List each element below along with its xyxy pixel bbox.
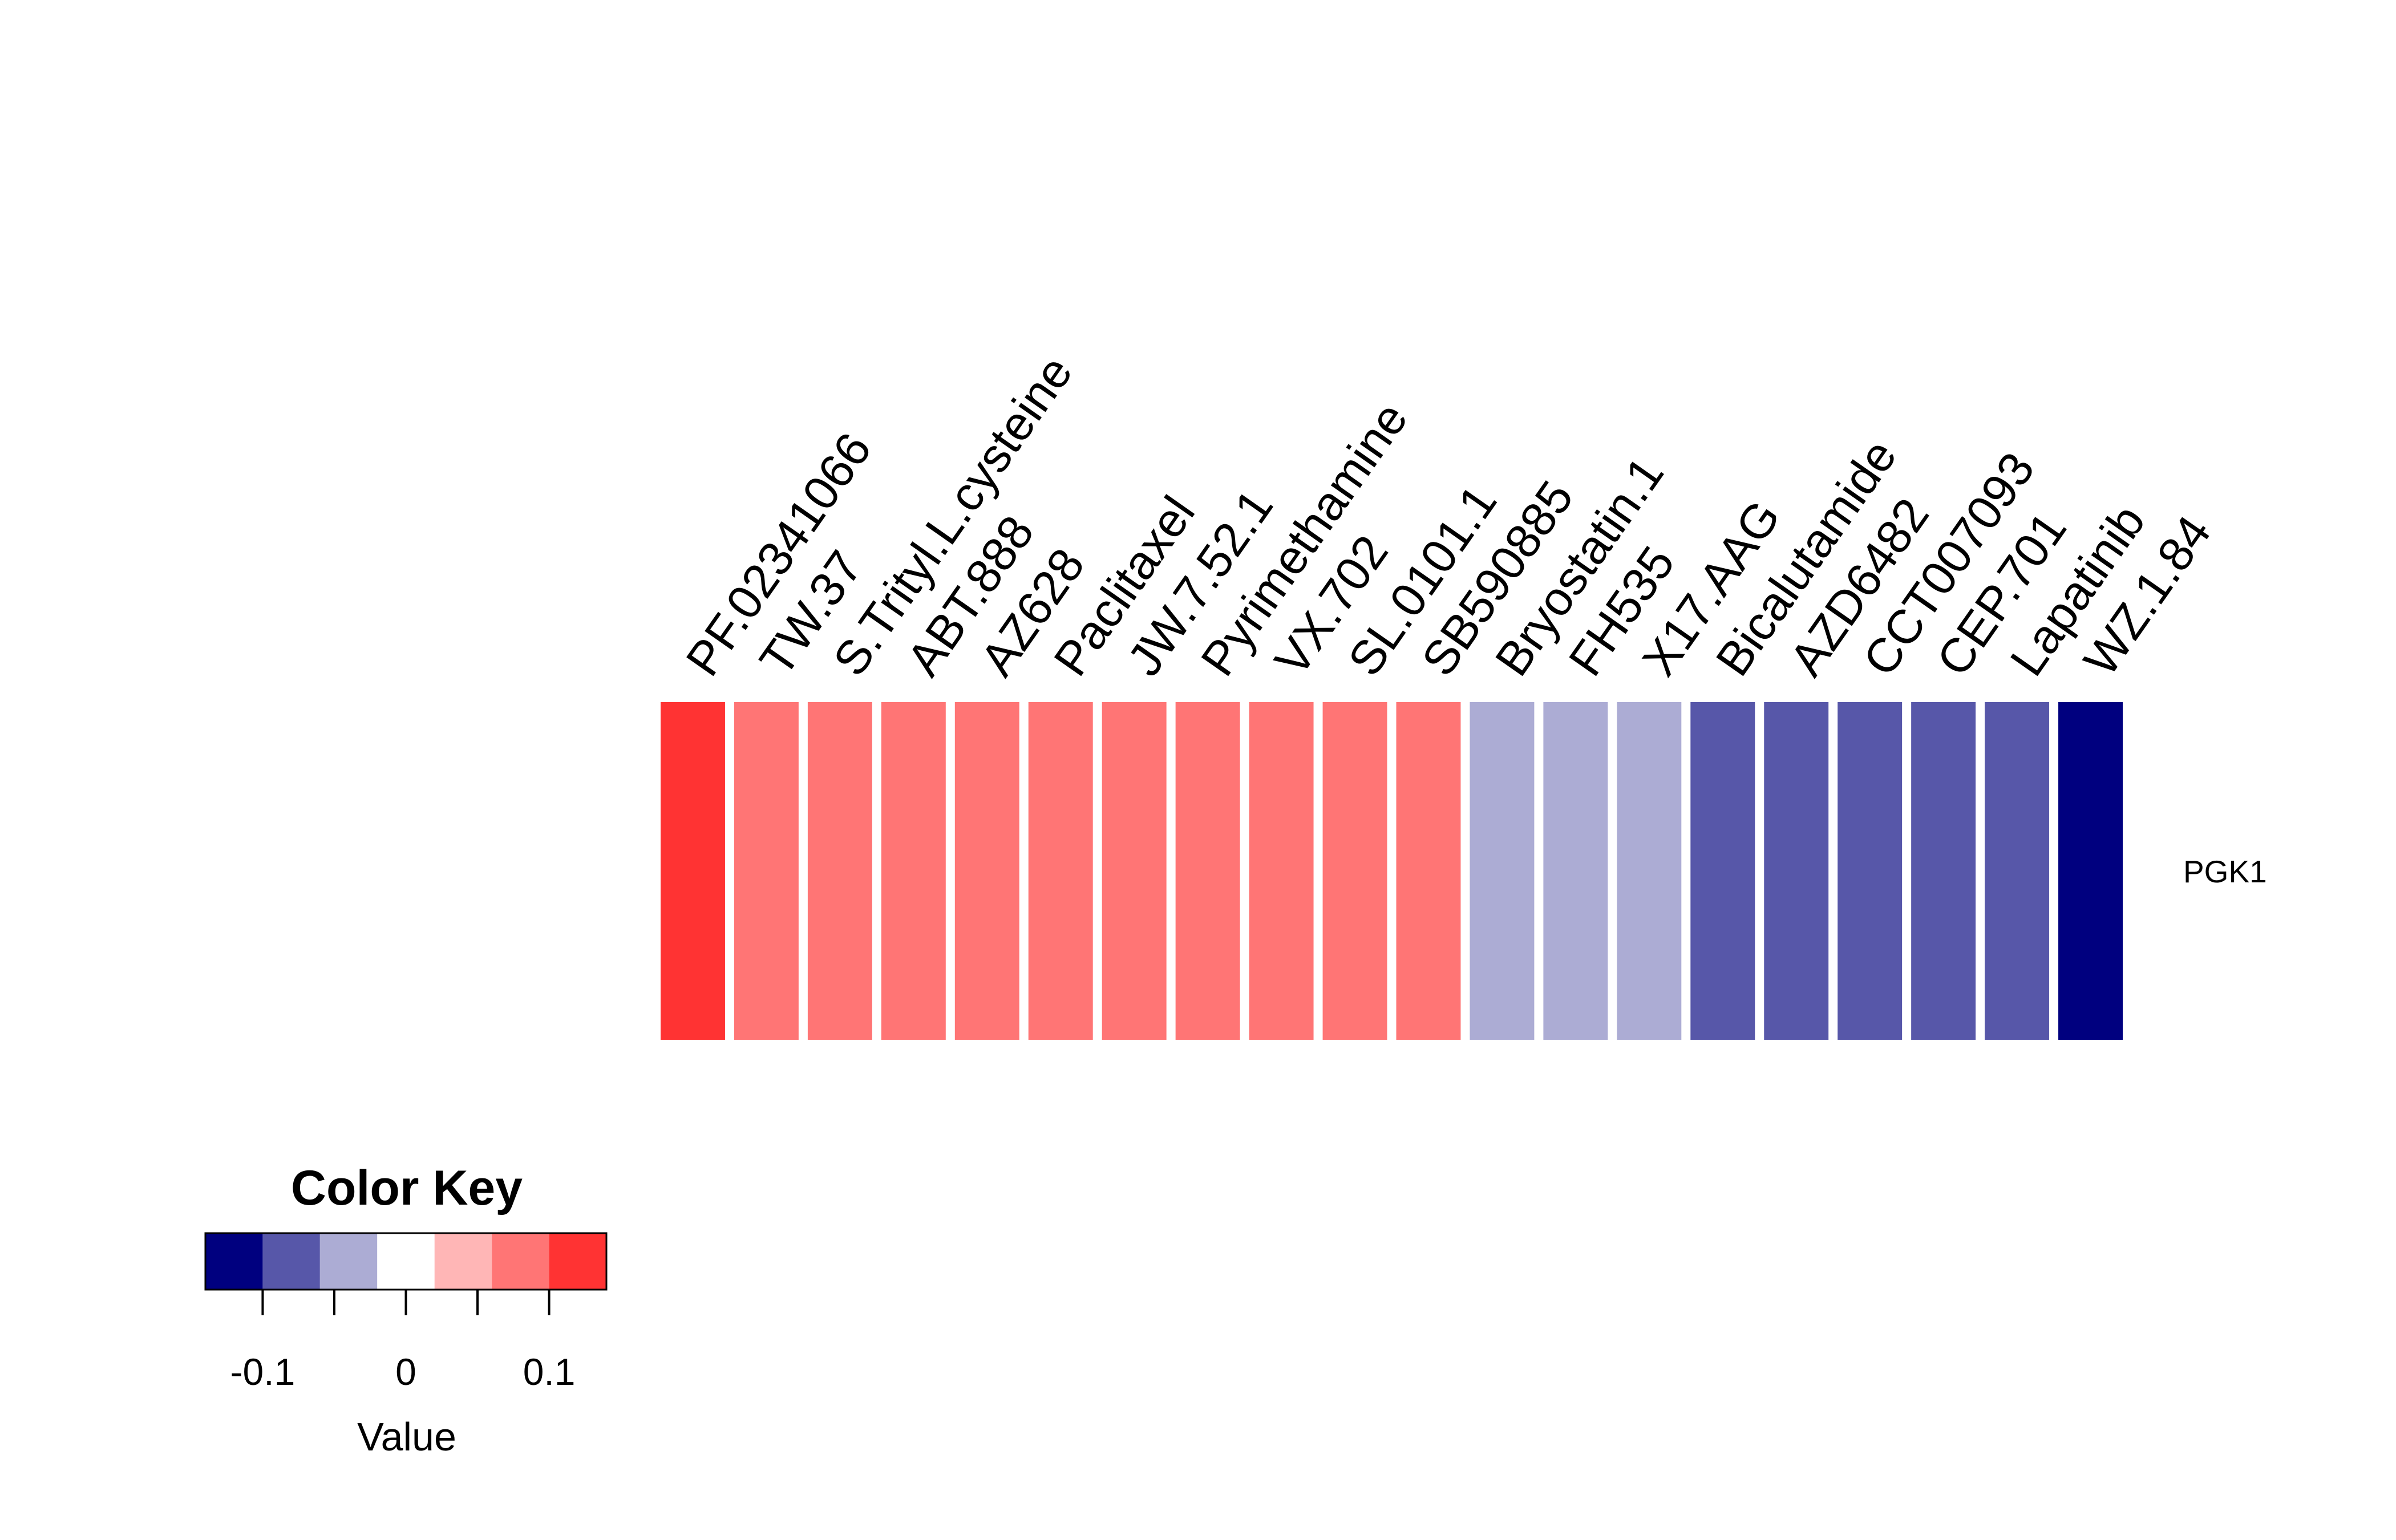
heatmap-cell bbox=[1175, 702, 1240, 1040]
heatmap-cell bbox=[1249, 702, 1314, 1040]
heatmap-cell bbox=[2058, 702, 2123, 1040]
color-key-ticks: -0.1 0 0.1 bbox=[230, 1290, 576, 1393]
heatmap-cell bbox=[1028, 702, 1093, 1040]
heatmap-cell bbox=[734, 702, 799, 1040]
row-label: PGK1 bbox=[2183, 854, 2267, 889]
color-key-xlabel: Value bbox=[357, 1415, 456, 1459]
column-labels: PF.02341066TW.37S.Trityl.L.cysteineABT.8… bbox=[675, 346, 2221, 685]
heatmap-cell bbox=[1764, 702, 1829, 1040]
color-key-swatch bbox=[492, 1233, 549, 1290]
heatmap-cell bbox=[1396, 702, 1461, 1040]
heatmap-cell bbox=[881, 702, 946, 1040]
heatmap-cell bbox=[1985, 702, 2050, 1040]
heatmap-cell bbox=[661, 702, 725, 1040]
heatmap-cell bbox=[954, 702, 1019, 1040]
color-key-swatch bbox=[262, 1233, 320, 1290]
color-key-tick-label: 0 bbox=[395, 1351, 416, 1393]
color-key-swatch bbox=[434, 1233, 492, 1290]
heatmap-cell bbox=[807, 702, 872, 1040]
heatmap-cell bbox=[1690, 702, 1755, 1040]
color-key-tick-label: -0.1 bbox=[230, 1351, 296, 1393]
color-key-title: Color Key bbox=[291, 1161, 523, 1215]
row-labels: PGK1 bbox=[2183, 854, 2267, 889]
color-key-swatch bbox=[377, 1233, 435, 1290]
heatmap-cell bbox=[1911, 702, 1976, 1040]
heatmap-cell bbox=[1470, 702, 1535, 1040]
heatmap-cell bbox=[1322, 702, 1387, 1040]
heatmap-cell bbox=[1102, 702, 1167, 1040]
heatmap-cell bbox=[1543, 702, 1608, 1040]
heatmap-cell bbox=[1838, 702, 1903, 1040]
heatmap-cells bbox=[661, 702, 2123, 1040]
color-key-tick-label: 0.1 bbox=[523, 1351, 576, 1393]
color-key-swatch bbox=[319, 1233, 378, 1290]
color-key-swatch bbox=[205, 1233, 263, 1290]
color-key-bar bbox=[204, 1232, 608, 1291]
color-key-swatch bbox=[549, 1233, 606, 1290]
heatmap-cell bbox=[1617, 702, 1682, 1040]
color-key: Color Key -0.1 0 0.1 Value bbox=[204, 1161, 608, 1459]
